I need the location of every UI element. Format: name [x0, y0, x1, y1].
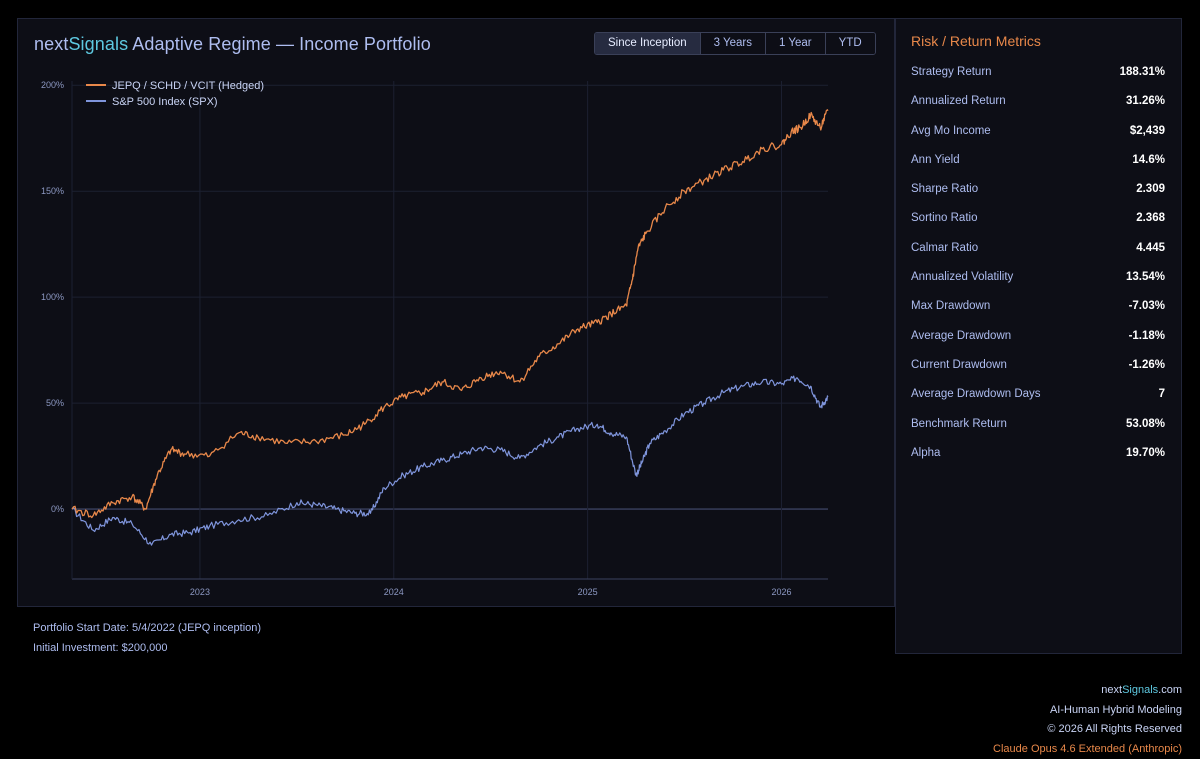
- metric-current-drawdown: Current Drawdown -1.26%: [911, 359, 1165, 388]
- page-title: nextSignals Adaptive Regime — Income Por…: [34, 34, 431, 55]
- metric-label: Avg Mo Income: [911, 124, 991, 137]
- metric-value: 13.54%: [1125, 271, 1165, 284]
- metric-value: 19.70%: [1125, 446, 1165, 459]
- x-tick-label: 2025: [578, 587, 598, 597]
- footnotes: Portfolio Start Date: 5/4/2022 (JEPQ inc…: [33, 619, 261, 658]
- metric-calmar-ratio: Calmar Ratio 4.445: [911, 242, 1165, 271]
- metrics-panel: Risk / Return Metrics Strategy Return 188…: [895, 18, 1182, 654]
- metric-label: Average Drawdown: [911, 329, 1012, 342]
- x-tick-label: 2026: [771, 587, 791, 597]
- metric-label: Ann Yield: [911, 153, 960, 166]
- metric-annualized-volatility: Annualized Volatility 13.54%: [911, 271, 1165, 300]
- metric-value: 2.309: [1136, 183, 1165, 196]
- legend-strategy-label: JEPQ / SCHD / VCIT (Hedged): [112, 80, 264, 92]
- y-tick-label: 200%: [41, 80, 64, 90]
- metric-label: Current Drawdown: [911, 358, 1007, 371]
- metric-value: 2.368: [1136, 212, 1165, 225]
- title-brand-signals: Signals: [68, 34, 129, 54]
- y-tick-label: 50%: [46, 398, 64, 408]
- tagline: AI-Human Hybrid Modeling: [1049, 703, 1182, 716]
- site-link[interactable]: nextSignals.com: [993, 681, 1182, 701]
- x-tick-label: 2023: [190, 587, 210, 597]
- metric-label: Strategy Return: [911, 66, 992, 78]
- metric-average-drawdown-days: Average Drawdown Days 7: [911, 388, 1165, 417]
- metric-alpha: Alpha 19.70%: [911, 447, 1165, 476]
- metric-label: Alpha: [911, 446, 941, 459]
- site-part-signals: Signals: [1122, 684, 1159, 696]
- x-tick-label: 2024: [384, 587, 404, 597]
- performance-chart: 0% 50% 100% 150% 200% 2023 2024 2025 2026 JEPQ / …: [41, 80, 829, 597]
- y-tick-label: 100%: [41, 292, 64, 302]
- metric-label: Max Drawdown: [911, 300, 991, 313]
- site-part-domain: .com: [1158, 684, 1182, 696]
- range-tabs: Since Inception 3 Years 1 Year YTD: [594, 32, 876, 55]
- metric-max-drawdown: Max Drawdown -7.03%: [911, 300, 1165, 329]
- metric-value: 31.26%: [1125, 95, 1165, 108]
- title-text: Adaptive Regime — Income Portfolio: [128, 34, 431, 54]
- metric-label: Average Drawdown Days: [911, 388, 1041, 401]
- metric-value: -7.03%: [1128, 300, 1165, 313]
- metrics-list: Strategy Return 188.31% Annualized Return…: [911, 66, 1165, 476]
- tab-ytd[interactable]: YTD: [824, 33, 875, 54]
- title-brand-next: next: [34, 34, 69, 54]
- metric-label: Calmar Ratio: [911, 241, 979, 254]
- metric-label: Sortino Ratio: [911, 212, 978, 225]
- y-tick-label: 150%: [41, 186, 64, 196]
- metrics-title: Risk / Return Metrics: [911, 33, 1041, 49]
- portfolio-start-date: Portfolio Start Date: 5/4/2022 (JEPQ inc…: [33, 622, 262, 634]
- site-part-next: next: [1101, 684, 1123, 696]
- model-credit: Claude Opus 4.6 Extended (Anthropic): [993, 742, 1182, 755]
- legend-benchmark-label: S&P 500 Index (SPX): [112, 96, 218, 108]
- metric-value: 14.6%: [1132, 153, 1165, 166]
- tab-since-inception[interactable]: Since Inception: [595, 33, 700, 54]
- metric-label: Sharpe Ratio: [911, 183, 979, 196]
- tab-3-years[interactable]: 3 Years: [699, 33, 766, 54]
- metric-value: 53.08%: [1125, 417, 1165, 430]
- benchmark-series-line: [71, 375, 829, 546]
- y-tick-label: 0%: [51, 504, 64, 514]
- metric-value: 4.445: [1136, 241, 1165, 254]
- initial-investment: Initial Investment: $200,000: [33, 641, 168, 654]
- metric-sortino-ratio: Sortino Ratio 2.368: [911, 212, 1165, 241]
- metric-benchmark-return: Benchmark Return 53.08%: [911, 418, 1165, 447]
- metric-value: 188.31%: [1119, 66, 1165, 78]
- metric-annualized-return: Annualized Return 31.26%: [911, 95, 1165, 124]
- metric-avg-mo-income: Avg Mo Income $2,439: [911, 125, 1165, 154]
- metric-label: Annualized Return: [911, 95, 1006, 108]
- copyright: © 2026 All Rights Reserved: [1047, 723, 1182, 735]
- metric-value: -1.18%: [1128, 329, 1165, 342]
- metric-average-drawdown: Average Drawdown -1.18%: [911, 330, 1165, 359]
- metric-label: Annualized Volatility: [911, 271, 1014, 284]
- metric-value: $2,439: [1129, 124, 1165, 137]
- metric-strategy-return: Strategy Return 188.31%: [911, 66, 1165, 95]
- credits: nextSignals.com AI-Human Hybrid Modeling…: [993, 681, 1182, 759]
- metric-ann-yield: Ann Yield 14.6%: [911, 154, 1165, 183]
- tab-1-year[interactable]: 1 Year: [765, 33, 825, 54]
- metric-sharpe-ratio: Sharpe Ratio 2.309: [911, 183, 1165, 212]
- strategy-series-line: [71, 109, 829, 519]
- metric-value: 7: [1158, 388, 1165, 401]
- metric-value: -1.26%: [1128, 358, 1165, 371]
- chart-panel: nextSignals Adaptive Regime — Income Por…: [17, 18, 895, 607]
- metric-label: Benchmark Return: [911, 417, 1007, 430]
